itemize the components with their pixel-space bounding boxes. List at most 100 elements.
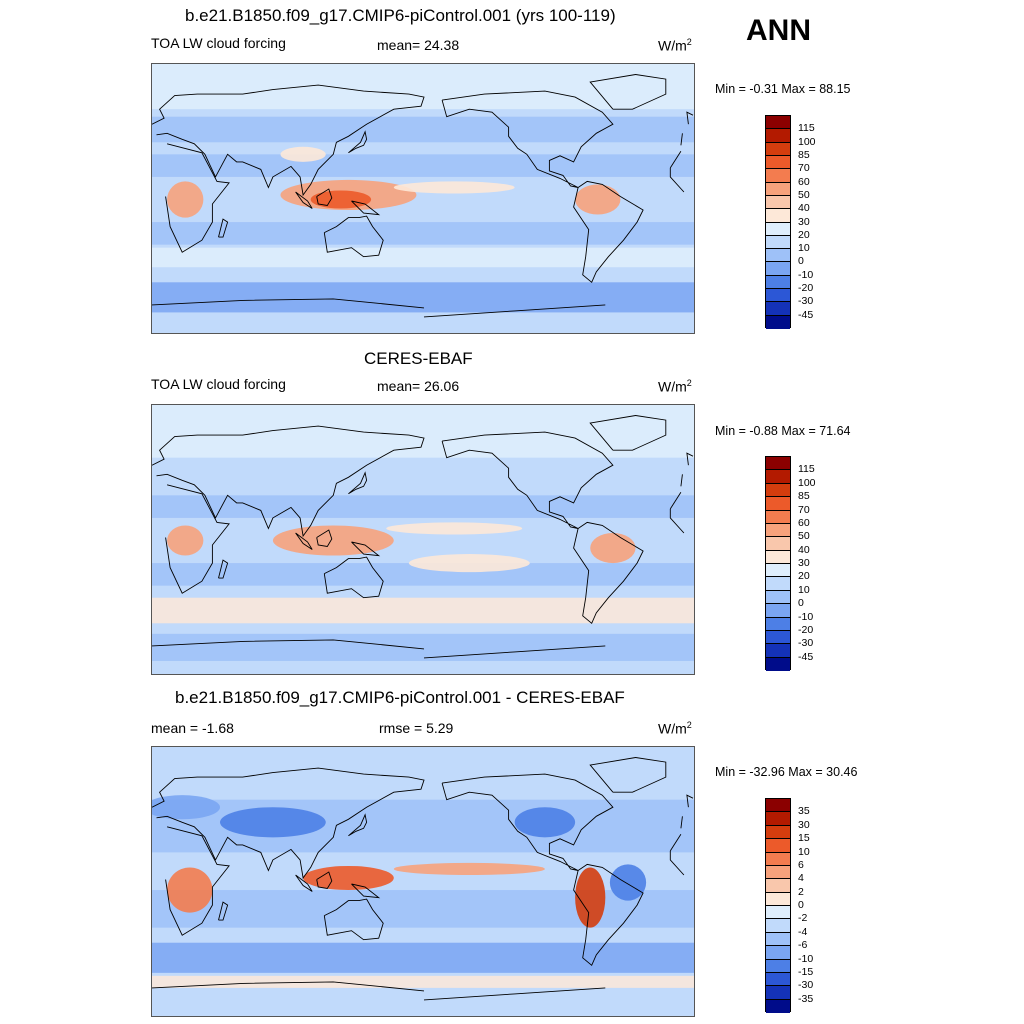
colorbar-box (766, 262, 790, 276)
colorbar-box (766, 470, 790, 484)
colorbar-box (766, 906, 790, 920)
field-anomaly-2 (575, 867, 606, 928)
field-band-4 (152, 247, 694, 268)
colorbar-tick-label: 20 (798, 570, 810, 583)
colorbar-box (766, 630, 790, 645)
season-label: ANN (746, 14, 811, 47)
coastline-south-america (573, 521, 644, 625)
colorbar-tick-label: 100 (798, 476, 816, 489)
colorbar-tick-label: 4 (798, 872, 804, 885)
field-band-1 (152, 116, 694, 143)
colorbar-tick-label: 85 (798, 490, 810, 503)
coastline-antarctica (423, 645, 606, 659)
coastline-madagascar (218, 901, 229, 921)
field-anomaly-7 (152, 795, 220, 820)
colorbar-box (766, 209, 790, 223)
colorbar-tick-label: -10 (798, 952, 814, 965)
panel-2-map (151, 404, 695, 675)
colorbar-box (766, 604, 790, 618)
colorbar-box (766, 839, 790, 853)
field-band-0 (152, 405, 694, 458)
coastline-africa (669, 151, 682, 169)
colorbar-box (766, 892, 790, 906)
colorbar-tick-label: -45 (798, 650, 814, 663)
field-anomaly-4 (609, 864, 647, 901)
colorbar-box (766, 852, 790, 866)
colorbar-tick-label: -4 (798, 925, 808, 938)
coastline-madagascar (218, 559, 229, 579)
colorbar-tick-label: 50 (798, 530, 810, 543)
colorbar-tick-label: 0 (798, 255, 804, 268)
colorbar-tick-label: -10 (798, 610, 814, 623)
coastline-madagascar (218, 218, 229, 238)
colorbar-box (766, 657, 790, 671)
colorbar-box (766, 497, 790, 511)
colorbar-box (766, 182, 790, 196)
colorbar-box (766, 644, 790, 658)
field-band-3 (152, 222, 694, 245)
field-anomaly-4 (408, 554, 530, 573)
coastline-japan (348, 130, 368, 154)
colorbar-box (766, 946, 790, 960)
field-anomaly-1 (310, 190, 372, 209)
coastline-new-guinea (351, 541, 381, 557)
colorbar-tick-label: 115 (798, 122, 815, 135)
coastline-north-america (441, 90, 614, 188)
coastline-greenland (589, 415, 667, 451)
colorbar-box (766, 116, 790, 130)
colorbar-box (766, 289, 790, 303)
colorbar-box (766, 999, 790, 1013)
coastline-eurasia-1 (152, 767, 425, 880)
field-band-2 (152, 154, 694, 177)
colorbar-tick-label: 15 (798, 832, 810, 845)
coastline-africa-2 (669, 508, 685, 534)
field-band-2 (152, 563, 694, 586)
colorbar-box (766, 195, 790, 210)
field-anomaly-5 (220, 807, 326, 838)
colorbar-tick-label: 10 (798, 242, 810, 255)
field-anomaly-1 (386, 522, 523, 535)
coastline-africa-1 (165, 143, 230, 253)
colorbar-box (766, 919, 790, 933)
panel-3-minmax: Min = -32.96 Max = 30.46 (715, 765, 858, 779)
panel-1-title: b.e21.B1850.f09_g17.CMIP6-piControl.001 … (185, 6, 616, 25)
colorbar-tick-label: 6 (798, 858, 804, 871)
coastline-antarctica (423, 987, 606, 1001)
colorbar-tick-label: 0 (798, 597, 804, 610)
coastline-africa-2 (669, 167, 685, 193)
coastline-australia (323, 215, 384, 258)
colorbar-tick-label: 60 (798, 175, 810, 188)
panel-2-title: CERES-EBAF (364, 349, 473, 368)
panel-3-map (151, 746, 695, 1017)
panel-3-mean-label: mean = -1.68 (151, 720, 234, 736)
coastline-japan (348, 813, 368, 837)
colorbar-tick-label: 115 (798, 463, 815, 476)
coastline-antarctica-1 (152, 981, 425, 992)
colorbar-box (766, 222, 790, 236)
colorbar-box (766, 550, 790, 564)
panel-2-colorbar (765, 456, 791, 671)
colorbar-box (766, 129, 790, 143)
colorbar-tick-label: 2 (798, 885, 804, 898)
field-anomaly-1 (393, 862, 545, 875)
colorbar-box (766, 142, 790, 156)
field-anomaly-4 (167, 181, 204, 218)
coastline-new-guinea (351, 883, 381, 899)
colorbar-box (766, 249, 790, 263)
coastline-antarctica-1 (152, 639, 425, 650)
coastline-africa (669, 492, 682, 510)
coastline-eurasia (680, 816, 683, 829)
colorbar-tick-label: -20 (798, 623, 814, 636)
colorbar-tick-label: -30 (798, 637, 814, 650)
panel-1-mean-label: mean= 24.38 (377, 37, 460, 53)
field-band-0 (152, 64, 694, 110)
colorbar-box (766, 865, 790, 880)
colorbar-tick-label: -30 (798, 979, 814, 992)
colorbar-tick-label: 20 (798, 228, 810, 241)
field-band-3 (152, 975, 694, 988)
panel-2-variable-label: TOA LW cloud forcing (151, 376, 286, 392)
colorbar-box (766, 537, 790, 551)
coastline-north-america (441, 773, 614, 871)
colorbar-tick-label: 0 (798, 899, 804, 911)
panel-1-map (151, 63, 695, 334)
